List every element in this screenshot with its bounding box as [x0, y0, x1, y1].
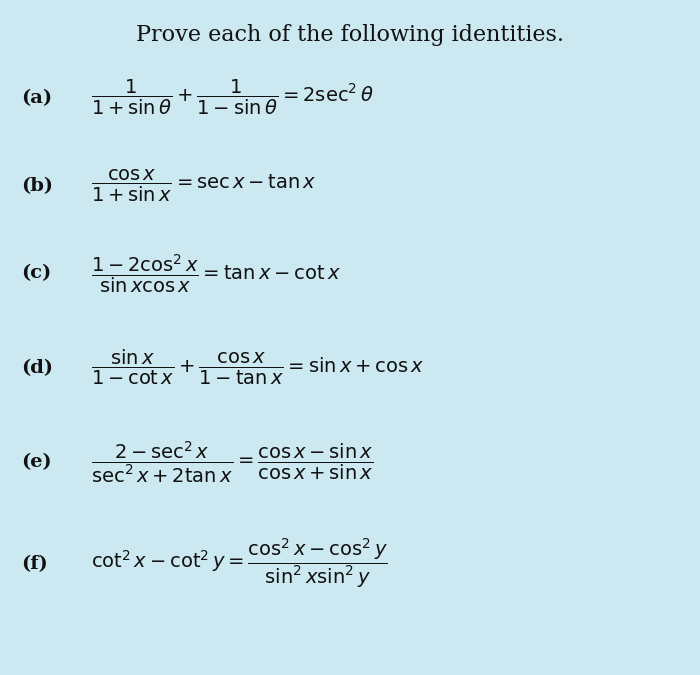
Text: $\dfrac{1}{1+\sin\theta}+\dfrac{1}{1-\sin\theta}=2\sec^{2}\theta$: $\dfrac{1}{1+\sin\theta}+\dfrac{1}{1-\si… — [91, 78, 374, 117]
Text: $\dfrac{\sin x}{1-\cot x}+\dfrac{\cos x}{1-\tan x}=\sin x+\cos x$: $\dfrac{\sin x}{1-\cot x}+\dfrac{\cos x}… — [91, 348, 424, 387]
Text: $\dfrac{1-2\cos^{2}x}{\sin x\cos x}=\tan x-\cot x$: $\dfrac{1-2\cos^{2}x}{\sin x\cos x}=\tan… — [91, 252, 341, 295]
Text: $\cot^{2}x-\cot^{2}y=\dfrac{\cos^{2}x-\cos^{2}y}{\sin^{2}x\sin^{2}y}$: $\cot^{2}x-\cot^{2}y=\dfrac{\cos^{2}x-\c… — [91, 537, 388, 591]
Text: (a): (a) — [21, 89, 52, 107]
Text: $\dfrac{\cos x}{1+\sin x}=\sec x-\tan x$: $\dfrac{\cos x}{1+\sin x}=\sec x-\tan x$ — [91, 167, 316, 204]
Text: (e): (e) — [21, 454, 52, 471]
Text: (d): (d) — [21, 359, 53, 377]
Text: Prove each of the following identities.: Prove each of the following identities. — [136, 24, 564, 46]
Text: (c): (c) — [21, 265, 51, 282]
Text: $\dfrac{2-\sec^{2}x}{\sec^{2}x+2\tan x}=\dfrac{\cos x-\sin x}{\cos x+\sin x}$: $\dfrac{2-\sec^{2}x}{\sec^{2}x+2\tan x}=… — [91, 439, 374, 485]
Text: (b): (b) — [21, 177, 53, 194]
Text: (f): (f) — [21, 555, 48, 572]
